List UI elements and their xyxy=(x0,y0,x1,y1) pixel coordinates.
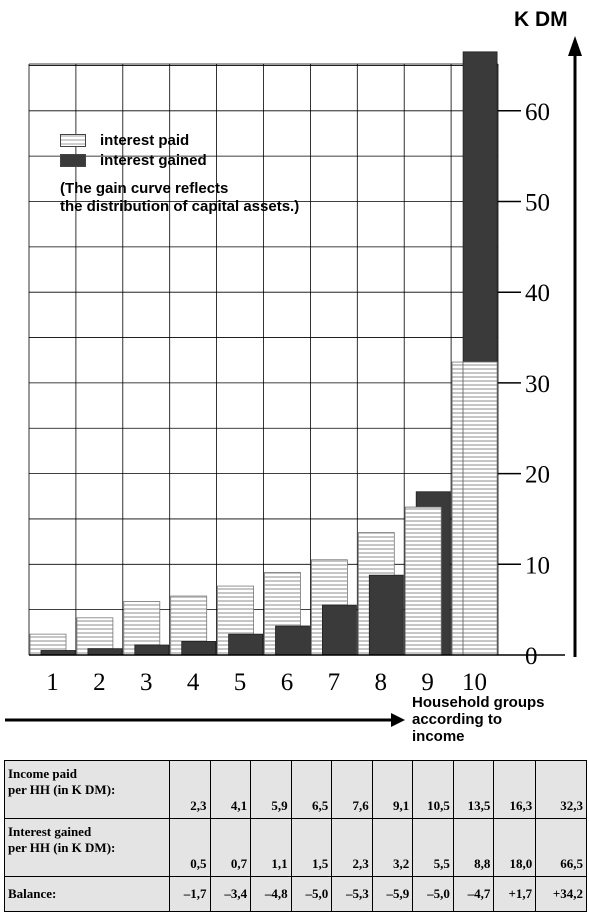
x-tick-label: 6 xyxy=(281,669,294,696)
table-cell: 2,3 xyxy=(169,760,211,819)
legend-label-gained: interest gained xyxy=(100,151,207,169)
table-cell: 0,7 xyxy=(209,818,252,877)
table-cell: 18,0 xyxy=(493,818,537,877)
table-cell: 13,5 xyxy=(452,760,495,819)
table-cell: 32,3 xyxy=(535,760,587,819)
legend: interest paid interest gained (The gain … xyxy=(60,130,380,216)
row-label: Income paid per HH (in K DM): xyxy=(4,760,170,819)
y-tick-label: 40 xyxy=(525,280,550,307)
annotation-line-2: the distribution of capital assets.) xyxy=(60,198,300,215)
bar-paid-overlay-10 xyxy=(462,361,498,656)
table-row-income-paid: Income paid per HH (in K DM): 2,3 4,1 5,9… xyxy=(4,760,587,819)
table-cell: 4,1 xyxy=(209,760,252,819)
table-row-balance: Balance: –1,7 –3,4 –4,8 –5,0 –5,3 –5,9 –… xyxy=(4,876,587,912)
x-title-line-3: income xyxy=(412,728,465,745)
y-tick-label: 60 xyxy=(525,99,550,126)
table-cell: 5,5 xyxy=(412,818,454,877)
legend-item-gained: interest gained xyxy=(60,150,380,170)
x-tick-label: 4 xyxy=(187,669,200,696)
y-tick-label: 0 xyxy=(525,643,538,670)
table-row-interest-gained: Interest gained per HH (in K DM): 0,5 0,7… xyxy=(4,818,587,877)
bar-gained-8 xyxy=(368,574,404,656)
legend-swatch-paid xyxy=(60,133,86,147)
legend-item-paid: interest paid xyxy=(60,130,380,150)
table-cell: 2,3 xyxy=(331,818,373,877)
bar-chart: 0 10 20 30 40 50 60 1 2 3 4 5 6 7 8 9 10 xyxy=(28,36,582,696)
y-tick-label: 10 xyxy=(525,552,550,579)
table-cell: +34,2 xyxy=(535,876,587,912)
x-axis-arrow xyxy=(5,713,405,727)
row-label: Interest gained per HH (in K DM): xyxy=(4,818,170,877)
legend-swatch-gained xyxy=(60,153,86,167)
table-cell: –5,3 xyxy=(331,876,373,912)
x-tick-label: 7 xyxy=(328,669,341,696)
y-tick-label: 30 xyxy=(525,371,550,398)
bar-gained-3 xyxy=(134,644,170,656)
chart-annotation: (The gain curve reflects the distributio… xyxy=(60,180,380,216)
x-tick-labels: 1 2 3 4 5 6 7 8 9 10 xyxy=(46,669,487,696)
row-label: Balance: xyxy=(4,876,170,912)
table-cell: –4,7 xyxy=(452,876,495,912)
table-cell: 66,5 xyxy=(535,818,587,877)
table-cell: +1,7 xyxy=(493,876,537,912)
table-cell: 1,5 xyxy=(290,818,333,877)
table-cell: 3,2 xyxy=(371,818,414,877)
bar-gained-7 xyxy=(321,604,357,656)
bar-paid-overlay-9 xyxy=(404,506,442,656)
table-cell: –5,9 xyxy=(371,876,414,912)
y-axis: 0 10 20 30 40 50 60 xyxy=(498,36,582,670)
table-cell: 7,6 xyxy=(331,760,373,819)
bar-gained-6 xyxy=(275,625,310,656)
table-cell: –1,7 xyxy=(169,876,211,912)
x-tick-label: 3 xyxy=(140,669,153,696)
data-table: Income paid per HH (in K DM): 2,3 4,1 5,9… xyxy=(4,760,587,912)
table-cell: –5,0 xyxy=(412,876,454,912)
bar-gained-2 xyxy=(87,648,123,656)
x-axis-title: Household groups according to income xyxy=(412,694,587,745)
x-tick-label: 10 xyxy=(462,669,487,696)
table-cell: 9,1 xyxy=(371,760,414,819)
x-tick-label: 2 xyxy=(93,669,106,696)
table-cell: 16,3 xyxy=(493,760,537,819)
bar-gained-5 xyxy=(228,633,264,656)
x-title-line-1: Household groups xyxy=(412,694,545,711)
y-unit-label: K DM xyxy=(514,8,568,31)
legend-label-paid: interest paid xyxy=(100,131,190,149)
y-tick-label: 20 xyxy=(525,462,550,489)
y-tick-label: 50 xyxy=(525,190,550,217)
x-tick-label: 1 xyxy=(46,669,59,696)
table-cell: 0,5 xyxy=(169,818,211,877)
table-cell: 10,5 xyxy=(412,760,454,819)
table-cell: 6,5 xyxy=(290,760,333,819)
bar-gained-4 xyxy=(181,640,217,656)
table-cell: –3,4 xyxy=(209,876,252,912)
table-cell: –5,0 xyxy=(290,876,333,912)
annotation-line-1: (The gain curve reflects xyxy=(60,180,229,197)
x-tick-label: 5 xyxy=(234,669,247,696)
x-tick-label: 8 xyxy=(375,669,388,696)
bars xyxy=(29,51,565,656)
table-cell: 1,1 xyxy=(250,818,292,877)
table-cell: 5,9 xyxy=(250,760,292,819)
y-axis-arrowhead xyxy=(568,36,582,56)
x-title-line-2: according to xyxy=(412,711,503,728)
table-cell: –4,8 xyxy=(250,876,292,912)
table-cell: 8,8 xyxy=(452,818,495,877)
x-tick-label: 9 xyxy=(421,669,434,696)
